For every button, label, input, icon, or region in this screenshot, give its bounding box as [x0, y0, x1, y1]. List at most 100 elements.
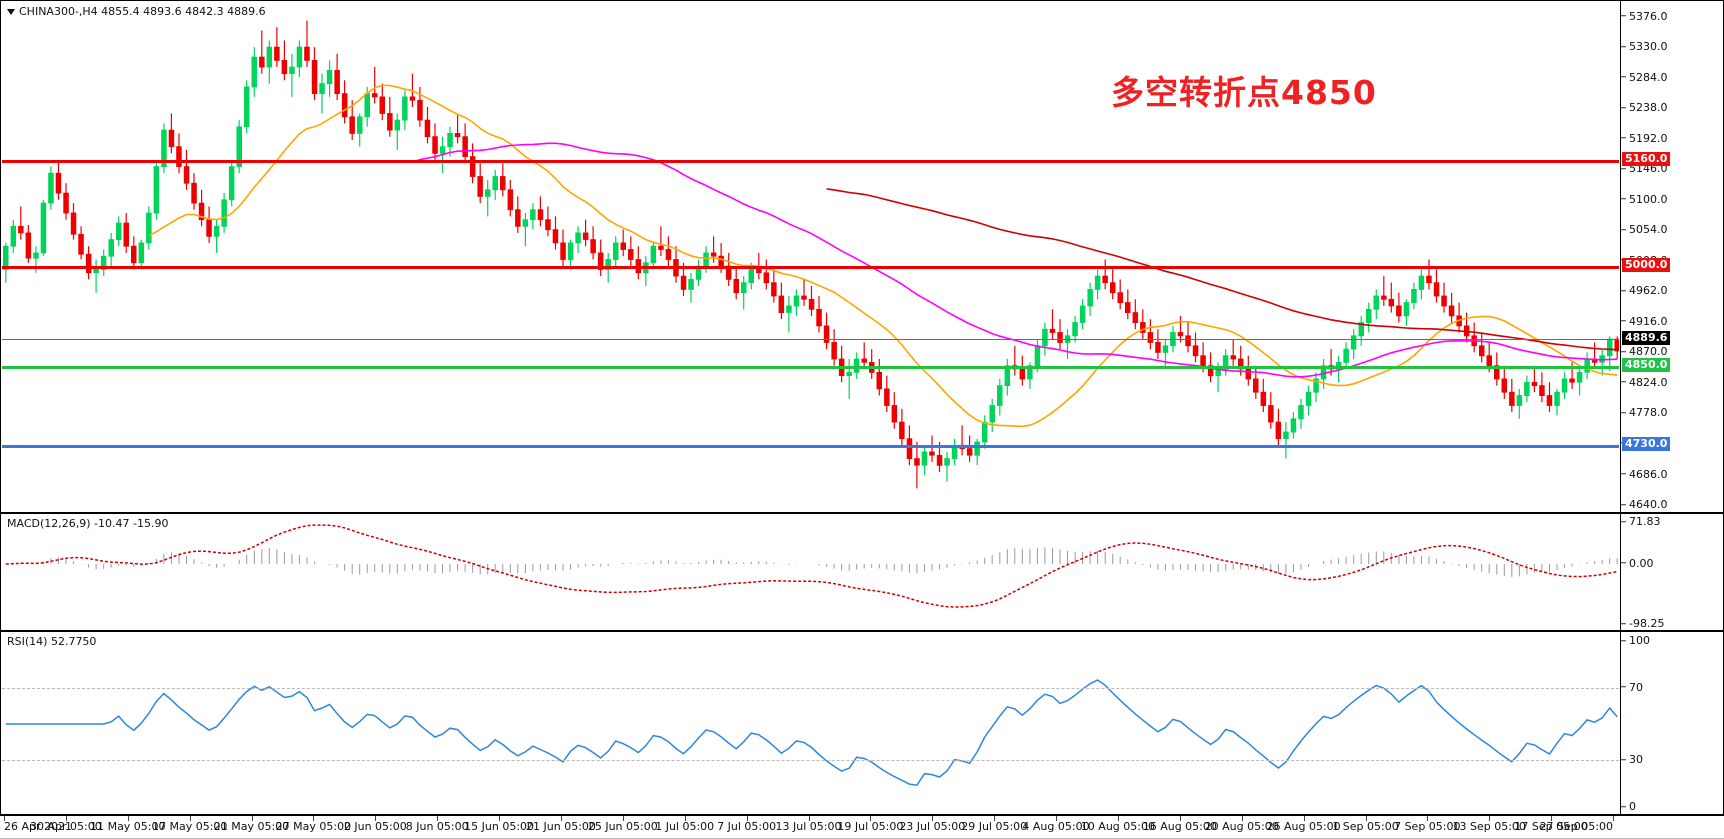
- rsi-panel[interactable]: 100 70 30 0 RSI(14) 52.7750: [0, 631, 1724, 815]
- time-axis-label: 21 May 05:00: [213, 820, 290, 833]
- time-axis-label: 1 Jul 05:00: [655, 820, 715, 833]
- time-tick: [127, 816, 129, 821]
- price-label-4730-0: 4730.0: [1622, 437, 1671, 452]
- time-tick: [251, 816, 253, 821]
- time-tick: [1241, 816, 1243, 821]
- time-tick: [4, 816, 5, 821]
- time-axis-label: 23 Jul 05:00: [899, 820, 966, 833]
- rsi-svg: [5, 679, 1618, 787]
- price-tick-4916-0: 4916.0: [1621, 314, 1668, 328]
- rsi-tick-100: 100: [1621, 633, 1650, 647]
- price-chart-panel[interactable]: 多空转折点4850 5376.0 5330.0 5284.0 5238.0 5192.0…: [0, 0, 1724, 513]
- time-tick: [622, 816, 624, 821]
- time-tick: [1427, 816, 1429, 821]
- macd-plot-area[interactable]: [2, 515, 1619, 629]
- price-candles-svg: [2, 20, 1619, 489]
- rsi-axis: 100 70 30 0: [1620, 632, 1723, 814]
- time-axis-label: 21 Jun 05:00: [526, 820, 596, 833]
- level-line-5160: [2, 159, 1619, 163]
- price-axis[interactable]: 5376.0 5330.0 5284.0 5238.0 5192.0 5146.0 5100…: [1620, 1, 1723, 512]
- price-label-4850-0: 4850.0: [1622, 357, 1671, 372]
- price-tick-5192-0: 5192.0: [1621, 131, 1668, 144]
- price-label-4889-6: 4889.6: [1622, 331, 1671, 346]
- price-tick-5100-0: 5100.0: [1621, 192, 1668, 206]
- triangle-down-icon[interactable]: [7, 9, 15, 15]
- time-axis-label: 26 Apr 2021: [4, 820, 73, 833]
- macd-axis: 71.83 0.00 -98.25: [1620, 514, 1723, 630]
- macd-tick-9825: -98.25: [1621, 616, 1664, 630]
- time-tick: [1365, 816, 1367, 821]
- time-axis-label: 15 Jun 05:00: [464, 820, 535, 833]
- time-tick: [561, 816, 562, 821]
- time-axis-label: 10 Aug 05:00: [1080, 820, 1155, 833]
- time-tick: [870, 816, 872, 821]
- macd-panel[interactable]: 71.83 0.00 -98.25 MACD(12,26,9) -10.47 -15…: [0, 513, 1724, 631]
- macd-label: MACD(12,26,9) -10.47 -15.90: [7, 517, 169, 530]
- time-axis-label: 11 May 05:00: [90, 820, 166, 833]
- price-tick-4778-0: 4778.0: [1621, 406, 1668, 419]
- time-axis-label: 27 May 05:00: [275, 820, 352, 833]
- time-axis-label: 4 Aug 05:00: [1022, 820, 1090, 833]
- time-axis-label: 19 Jul 05:00: [837, 820, 904, 833]
- time-tick: [932, 816, 934, 821]
- time-axis[interactable]: 26 Apr 2021 30 Apr 05:00 11 May 05:00 17 Ma…: [0, 815, 1724, 839]
- rsi-label: RSI(14) 52.7750: [7, 635, 97, 648]
- chart-header-text: CHINA300-,H4 4855.4 4893.6 4842.3 4889.6: [19, 5, 266, 18]
- time-tick: [437, 816, 439, 821]
- price-tick-5054-0: 5054.0: [1621, 223, 1668, 236]
- time-tick: [189, 816, 191, 821]
- time-tick: [684, 816, 686, 821]
- time-axis-label: 16 Aug 05:00: [1142, 820, 1217, 833]
- time-tick: [65, 816, 67, 821]
- macd-svg: [5, 524, 1618, 608]
- price-tick-4824-0: 4824.0: [1621, 375, 1668, 389]
- time-axis-label: 17 Sep 05:00: [1514, 820, 1588, 833]
- time-tick: [1303, 816, 1305, 821]
- price-tick-5330-0: 5330.0: [1621, 39, 1668, 53]
- time-axis-label: 13 Sep 05:00: [1452, 820, 1526, 833]
- level-line-5000: [2, 266, 1619, 270]
- macd-tick-7183: 71.83: [1621, 514, 1661, 528]
- rsi-plot-area[interactable]: [2, 633, 1619, 813]
- time-tick: [1551, 816, 1553, 821]
- time-axis-label: 26 Aug 05:00: [1266, 820, 1341, 833]
- time-axis-label: 30 Apr 05:00: [30, 820, 102, 833]
- time-axis-label: 7 Jul 05:00: [717, 820, 777, 833]
- time-axis-label: 29 Jul 05:00: [961, 820, 1028, 833]
- price-tick-5238-0: 5238.0: [1621, 100, 1668, 114]
- price-plot-area[interactable]: 多空转折点4850: [2, 2, 1619, 511]
- rsi-level-30: [2, 760, 1619, 762]
- price-label-5160-0: 5160.0: [1622, 151, 1671, 166]
- time-tick: [313, 816, 315, 821]
- time-axis-label: 20 Aug 05:00: [1204, 820, 1279, 833]
- time-tick: [1056, 816, 1057, 821]
- price-tick-5376-0: 5376.0: [1621, 9, 1668, 22]
- time-tick: [499, 816, 501, 821]
- time-axis-label: 13 Jul 05:00: [775, 820, 842, 833]
- price-tick-4640-0: 4640.0: [1621, 497, 1668, 511]
- time-tick: [375, 816, 377, 821]
- price-label-5000-0: 5000.0: [1622, 258, 1671, 273]
- time-tick: [994, 816, 996, 821]
- price-tick-5284-0: 5284.0: [1621, 70, 1668, 83]
- time-axis-label: 17 May 05:00: [151, 820, 228, 833]
- time-tick: [1613, 816, 1614, 821]
- time-axis-label: 8 Jun 05:00: [405, 820, 469, 833]
- time-tick: [808, 816, 810, 821]
- rsi-level-70: [2, 687, 1619, 689]
- price-tick-4686-0: 4686.0: [1621, 467, 1668, 480]
- price-tick-4870-0: 4870.0: [1621, 345, 1668, 358]
- chart-annotation-text: 多空转折点4850: [1111, 73, 1377, 112]
- time-tick: [1489, 816, 1491, 821]
- chart-header: CHINA300-,H4 4855.4 4893.6 4842.3 4889.6: [7, 5, 266, 18]
- rsi-tick-30: 30: [1621, 753, 1643, 766]
- level-line-4850: [2, 365, 1619, 369]
- macd-tick-000: 0.00: [1621, 556, 1654, 570]
- time-axis-label: 27 Sep 05:00: [1539, 820, 1613, 833]
- time-tick: [746, 816, 748, 821]
- time-axis-label: 1 Sep 05:00: [1332, 820, 1399, 833]
- rsi-tick-70: 70: [1621, 680, 1643, 693]
- time-axis-label: 7 Sep 05:00: [1394, 820, 1461, 833]
- level-line-4730: [2, 445, 1619, 449]
